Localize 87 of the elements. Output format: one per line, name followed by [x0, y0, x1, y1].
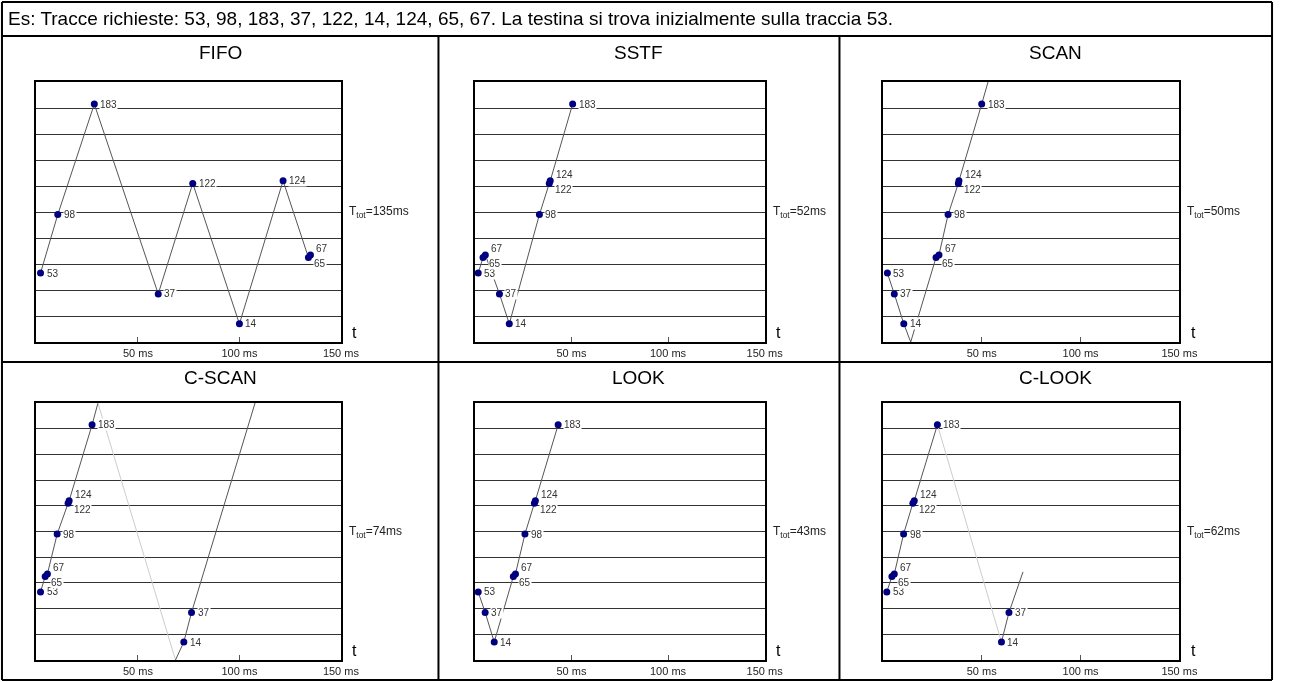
x-axis-title: t	[776, 642, 781, 659]
data-label: 98	[63, 529, 75, 540]
data-label: 37	[198, 607, 210, 618]
data-label: 65	[314, 258, 326, 269]
data-label: 124	[556, 169, 574, 180]
chart-title: SSTF	[614, 42, 663, 63]
data-label: 183	[943, 419, 961, 430]
data-label: 14	[190, 637, 202, 648]
data-label: 98	[531, 529, 543, 540]
data-label: 37	[491, 607, 503, 618]
data-label: 124	[920, 489, 938, 500]
data-label: 14	[245, 318, 257, 329]
data-label: 122	[74, 504, 92, 515]
data-label: 183	[579, 99, 597, 110]
data-label: 14	[500, 637, 512, 648]
data-label: 67	[945, 243, 957, 254]
data-label: 65	[942, 258, 954, 269]
x-axis-title: t	[776, 324, 781, 341]
x-tick-label: 150 ms	[1161, 347, 1198, 360]
chart-title: C-LOOK	[1019, 367, 1093, 388]
x-tick-label: 50 ms	[966, 347, 998, 360]
x-tick-label: 50 ms	[122, 347, 154, 360]
data-label: 53	[47, 268, 59, 279]
x-tick-label: 50 ms	[556, 347, 587, 360]
chart-title: SCAN	[1029, 42, 1082, 63]
data-label: 124	[965, 169, 983, 180]
text: T$_{tot}$=135ms	[349, 204, 409, 220]
data-label: 124	[75, 489, 93, 500]
data-label: 37	[164, 288, 176, 299]
x-axis-title: t	[352, 324, 357, 341]
data-label: 53	[893, 268, 905, 279]
chart-title: FIFO	[199, 42, 243, 63]
data-label: 67	[900, 562, 912, 573]
data-label: 122	[540, 504, 558, 515]
text: T$_{tot}$=74ms	[349, 524, 403, 540]
x-tick-label: 100 ms	[221, 347, 258, 360]
x-tick-label: 100 ms	[650, 665, 687, 678]
data-label: 14	[515, 318, 527, 329]
x-tick-label: 50 ms	[966, 665, 998, 678]
data-label: 183	[564, 419, 582, 430]
x-tick-label: 150 ms	[322, 347, 360, 360]
x-axis-title: t	[1191, 324, 1196, 341]
data-label: 98	[910, 529, 922, 540]
data-label: 122	[964, 184, 982, 195]
data-label: 37	[505, 288, 517, 299]
x-axis-title: t	[352, 642, 357, 659]
data-label: 124	[289, 175, 307, 186]
data-label: 67	[53, 562, 65, 573]
x-tick-label: 150 ms	[746, 665, 784, 678]
text: T$_{tot}$=52ms	[773, 204, 827, 220]
x-tick-label: 50 ms	[556, 665, 587, 678]
data-label: 183	[98, 419, 116, 430]
data-label: 122	[555, 184, 573, 195]
data-label: 67	[521, 562, 533, 573]
data-label: 98	[64, 209, 76, 220]
text: T$_{tot}$=62ms	[1187, 524, 1241, 540]
text: T$_{tot}$=43ms	[773, 524, 827, 540]
data-label: 183	[100, 99, 118, 110]
data-label: 14	[910, 318, 922, 329]
x-tick-label: 50 ms	[122, 665, 154, 678]
data-label: 67	[316, 243, 328, 254]
data-label: 183	[988, 99, 1006, 110]
data-label: 98	[954, 209, 966, 220]
text: T$_{tot}$=50ms	[1187, 204, 1241, 220]
data-label: 14	[1007, 637, 1019, 648]
chart-title: C-SCAN	[184, 367, 257, 388]
data-label: 37	[1015, 607, 1027, 618]
data-label: 67	[491, 243, 503, 254]
x-tick-label: 100 ms	[1062, 665, 1100, 678]
data-label: 37	[900, 288, 912, 299]
x-tick-label: 100 ms	[1062, 347, 1100, 360]
chart-title: LOOK	[612, 367, 666, 388]
x-tick-label: 100 ms	[221, 665, 258, 678]
x-tick-label: 150 ms	[1161, 665, 1198, 678]
data-label: 124	[541, 489, 559, 500]
x-axis-title: t	[1191, 642, 1196, 659]
data-label: 65	[489, 258, 501, 269]
data-label: 65	[519, 577, 531, 588]
x-tick-label: 150 ms	[322, 665, 360, 678]
data-label: 53	[484, 586, 496, 597]
x-tick-label: 100 ms	[650, 347, 687, 360]
x-tick-label: 150 ms	[746, 347, 784, 360]
data-label: 98	[545, 209, 557, 220]
data-label: 122	[919, 504, 937, 515]
data-label: 122	[199, 178, 217, 189]
data-label: 53	[484, 268, 496, 279]
text: Es: Tracce richieste: 53, 98, 183, 37, 122, 14, 124, 65, 67. La testina si trova inizialmente sulla traccia 53.	[8, 8, 894, 29]
